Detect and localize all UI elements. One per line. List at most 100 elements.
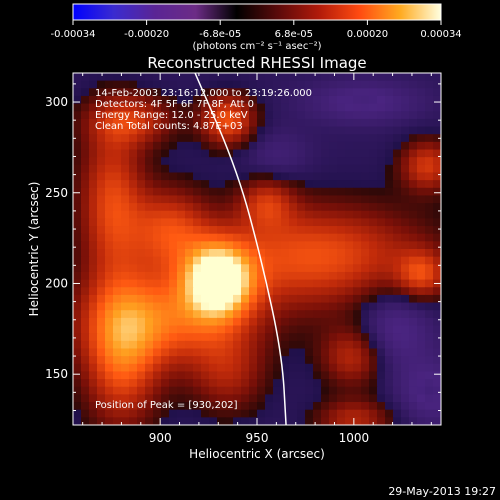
heatmap-cell <box>81 80 90 89</box>
heatmap-cell <box>305 279 314 288</box>
heatmap-cell <box>97 249 106 258</box>
heatmap-cell <box>185 149 194 158</box>
heatmap-cell <box>249 149 258 158</box>
heatmap-cell <box>153 210 162 219</box>
heatmap-cell <box>337 134 346 143</box>
heatmap-cell <box>257 356 266 365</box>
heatmap-cell <box>265 226 274 235</box>
heatmap-cell <box>385 279 394 288</box>
heatmap-cell <box>81 233 90 242</box>
heatmap-cell <box>185 126 194 135</box>
heatmap-cell <box>305 302 314 311</box>
heatmap-cell <box>369 363 378 373</box>
heatmap-cell <box>273 394 282 403</box>
heatmap-cell <box>385 379 394 388</box>
heatmap-cell <box>217 340 226 350</box>
heatmap-cell <box>153 180 162 189</box>
heatmap-cell <box>417 371 426 380</box>
heatmap-cell <box>377 95 386 105</box>
heatmap-cell <box>377 256 386 265</box>
heatmap-cell <box>337 118 346 128</box>
heatmap-cell <box>201 218 210 227</box>
heatmap-cell <box>385 141 394 151</box>
heatmap-cell <box>305 356 314 365</box>
heatmap-cell <box>153 409 162 418</box>
heatmap-cell <box>105 409 114 418</box>
heatmap-cell <box>129 210 138 219</box>
heatmap-cell <box>177 417 186 425</box>
heatmap-cell <box>297 409 306 418</box>
heatmap-cell <box>433 264 441 273</box>
heatmap-cell <box>297 149 306 158</box>
heatmap-cell <box>89 134 98 143</box>
heatmap-cell <box>313 348 322 357</box>
heatmap-cell <box>281 264 290 273</box>
heatmap-cell <box>145 287 154 296</box>
heatmap-cell <box>161 249 170 258</box>
heatmap-cell <box>369 348 378 357</box>
heatmap-cell <box>121 417 130 425</box>
heatmap-cell <box>385 187 394 197</box>
heatmap-cell <box>193 333 202 342</box>
heatmap-cell <box>81 218 90 227</box>
heatmap-cell <box>137 88 146 97</box>
heatmap-cell <box>345 279 354 288</box>
heatmap-cell <box>97 180 106 189</box>
heatmap-cell <box>377 226 386 235</box>
heatmap-cell <box>233 203 242 212</box>
heatmap-cell <box>105 386 114 395</box>
heatmap-cell <box>81 417 90 425</box>
heatmap-cell <box>249 73 258 82</box>
heatmap-cell <box>233 340 242 350</box>
heatmap-cell <box>385 210 394 219</box>
heatmap-cell <box>305 187 314 197</box>
heatmap-cell <box>121 386 130 395</box>
heatmap-cell <box>241 187 250 197</box>
heatmap-cell <box>265 73 274 82</box>
heatmap-cell <box>121 218 130 227</box>
heatmap-cell <box>409 386 418 395</box>
heatmap-cell <box>385 386 394 395</box>
heatmap-cell <box>145 417 154 425</box>
heatmap-cell <box>169 325 178 334</box>
heatmap-cell <box>361 134 370 143</box>
heatmap-cell <box>153 325 162 334</box>
heatmap-cell <box>337 386 346 395</box>
heatmap-cell <box>73 271 82 281</box>
heatmap-cell <box>345 317 354 327</box>
heatmap-cell <box>169 317 178 327</box>
heatmap-cell <box>329 409 338 418</box>
heatmap-cell <box>273 226 282 235</box>
heatmap-cell <box>353 218 362 227</box>
heatmap-cell <box>425 210 434 219</box>
heatmap-cell <box>249 325 258 334</box>
heatmap-cell <box>385 348 394 357</box>
heatmap-cell <box>417 294 426 304</box>
heatmap-cell <box>225 379 234 388</box>
heatmap-cell <box>257 195 266 204</box>
heatmap-cell <box>169 409 178 418</box>
heatmap-cell <box>377 287 386 296</box>
heatmap-cell <box>377 310 386 319</box>
heatmap-cell <box>329 111 338 120</box>
heatmap-cell <box>241 409 250 418</box>
heatmap-cell <box>337 111 346 120</box>
heatmap-cell <box>433 187 441 197</box>
heatmap-cell <box>337 340 346 350</box>
heatmap-cell <box>121 233 130 242</box>
heatmap-cell <box>129 402 138 411</box>
heatmap-cell <box>337 141 346 151</box>
heatmap-cell <box>297 141 306 151</box>
heatmap-cell <box>329 88 338 97</box>
heatmap-cell <box>177 317 186 327</box>
heatmap-cell <box>345 294 354 304</box>
heatmap-cell <box>161 325 170 334</box>
heatmap-cell <box>377 417 386 425</box>
heatmap-cell <box>329 302 338 311</box>
heatmap-cell <box>313 73 322 82</box>
heatmap-cell <box>81 256 90 265</box>
heatmap-cell <box>361 164 370 174</box>
heatmap-cell <box>361 149 370 158</box>
heatmap-cell <box>361 203 370 212</box>
heatmap-cell <box>193 210 202 219</box>
